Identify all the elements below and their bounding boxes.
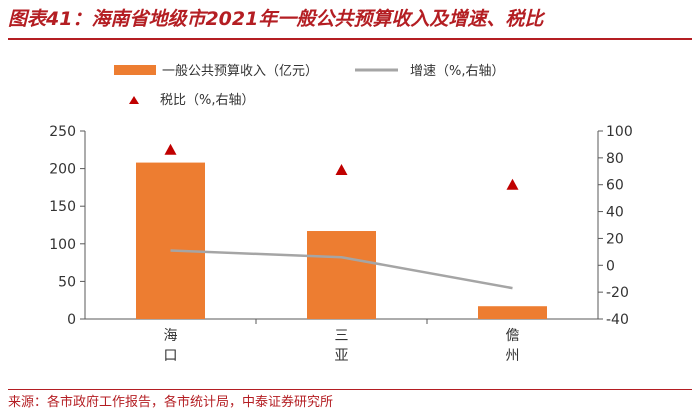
y-left-tick-label: 200 — [49, 162, 76, 178]
y-right-tick-label: 80 — [606, 151, 624, 167]
legend-marker-label: 税比（%,右轴） — [160, 93, 255, 108]
tax-ratio-marker — [164, 143, 177, 155]
y-left-tick-label: 250 — [49, 124, 76, 140]
y-left-tick-label: 0 — [67, 312, 76, 328]
x-category-label: 儋 — [506, 328, 520, 344]
y-right-tick-label: 40 — [606, 205, 624, 221]
y-right-tick-label: 60 — [606, 178, 624, 194]
y-left-tick-label: 50 — [58, 274, 76, 290]
y-right-tick-label: -40 — [606, 312, 629, 328]
x-category-label: 海 — [164, 328, 178, 344]
source-divider — [8, 389, 692, 390]
y-left-tick-label: 100 — [49, 237, 76, 253]
legend: 一般公共预算收入（亿元） 增速（%,右轴） 税比（%,右轴） — [114, 63, 505, 108]
bar — [136, 162, 205, 319]
tax-ratio-marker — [335, 163, 348, 175]
legend-bar-label: 一般公共预算收入（亿元） — [162, 63, 318, 79]
x-category-label: 三 — [335, 328, 349, 344]
x-category-label: 亚 — [335, 348, 349, 364]
figure-title: 图表41：海南省地级市2021年一般公共预算收入及增速、税比 — [8, 8, 544, 30]
y-right-tick-label: 100 — [606, 124, 633, 140]
y-right-tick-label: -20 — [606, 285, 629, 301]
growth-line — [170, 249, 513, 290]
bar — [307, 231, 376, 319]
legend-line-label: 增速（%,右轴） — [410, 64, 505, 79]
legend-marker-swatch — [129, 96, 139, 104]
y-right-tick-label: 20 — [606, 231, 624, 247]
source-note: 来源：各市政府工作报告，各市统计局，中泰证券研究所 — [8, 395, 334, 410]
bar — [478, 306, 547, 319]
x-category-label: 口 — [164, 348, 178, 364]
legend-bar-swatch — [114, 65, 156, 75]
plot-area: 0 50 100 150 200 250 -40 -20 0 20 40 60 80 100 海口 三亚 儋州 — [49, 124, 632, 364]
bar-line-chart: 一般公共预算收入（亿元） 增速（%,右轴） 税比（%,右轴） 0 50 100 150… — [49, 63, 632, 364]
y-right-tick-label: 0 — [606, 258, 615, 274]
title-divider — [8, 38, 692, 40]
tax-ratio-marker — [506, 178, 519, 190]
y-left-tick-label: 150 — [49, 199, 76, 215]
x-category-label: 州 — [506, 348, 520, 364]
